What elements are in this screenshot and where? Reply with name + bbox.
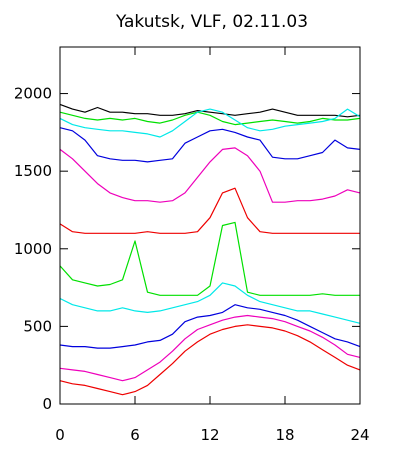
series-line-11 bbox=[59, 324, 361, 396]
series-line-3 bbox=[59, 108, 361, 138]
series-line-2 bbox=[59, 111, 361, 126]
series-line-6 bbox=[59, 187, 360, 234]
series-line-8 bbox=[59, 282, 361, 324]
series-line-4 bbox=[59, 127, 361, 163]
series-line-10 bbox=[59, 314, 361, 382]
y-tick-label: 2000 bbox=[14, 85, 52, 103]
x-axis: 0 6 12 18 24 bbox=[55, 47, 370, 444]
y-tick-label: 0 bbox=[42, 395, 52, 413]
x-tick-label: 0 bbox=[55, 426, 65, 444]
series-line-7 bbox=[59, 221, 360, 296]
series-line-5 bbox=[59, 147, 361, 203]
series-layer bbox=[59, 103, 361, 396]
x-tick-label: 12 bbox=[200, 426, 219, 444]
y-tick-label: 1500 bbox=[14, 162, 52, 180]
x-tick-label: 24 bbox=[350, 426, 369, 444]
chart-title: Yakutsk, VLF, 02.11.03 bbox=[115, 12, 308, 32]
y-tick-label: 1000 bbox=[14, 240, 52, 258]
series-line-9 bbox=[59, 304, 361, 349]
y-axis: 0 500 1000 1500 2000 bbox=[14, 85, 360, 413]
y-tick-label: 500 bbox=[23, 317, 52, 335]
x-tick-label: 6 bbox=[130, 426, 140, 444]
plot-area-frame bbox=[59, 46, 361, 405]
series-line-1 bbox=[59, 103, 361, 118]
x-tick-label: 18 bbox=[275, 426, 294, 444]
